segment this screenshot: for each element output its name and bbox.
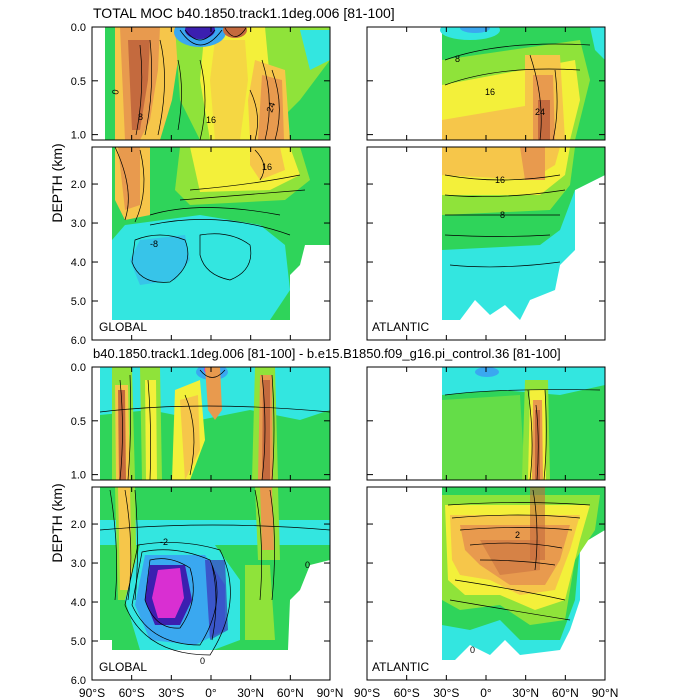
contour-label: 8 bbox=[500, 210, 505, 220]
panel-atlantic-diff: ATLANTIC 2 0 bbox=[366, 366, 606, 681]
panel-global-total-upper-field bbox=[92, 27, 330, 140]
contour-label: 16 bbox=[206, 115, 216, 125]
y-tick-label: 2.0 bbox=[71, 519, 86, 531]
contour-label: -8 bbox=[150, 239, 158, 249]
y-tick-label: 0.0 bbox=[71, 362, 86, 374]
y-axis-label-top: DEPTH (km) bbox=[49, 143, 65, 222]
x-tick-label: 90°S bbox=[354, 686, 380, 700]
x-tick-label: 90°S bbox=[79, 686, 105, 700]
x-tick-label: 60°N bbox=[552, 686, 579, 700]
contour-label: 0 bbox=[470, 645, 475, 655]
contour-label: 0 bbox=[305, 560, 310, 570]
x-tick-label: 30°N bbox=[237, 686, 264, 700]
contour-label: 16 bbox=[495, 175, 505, 185]
panel-global-diff-upper-field bbox=[92, 367, 330, 480]
x-tick-label: 30°N bbox=[512, 686, 539, 700]
x-tick-label: 0° bbox=[480, 686, 492, 700]
y-tick-label: 2.0 bbox=[71, 179, 86, 191]
axis-ticks: 0.0 0.5 1.0 2.0 3.0 4.0 5.0 6.0 0.0 0.5 1.0 2.0 3.0 4… bbox=[71, 22, 619, 700]
panel-atlantic-total-lower-field bbox=[367, 147, 605, 340]
contour-label: 2 bbox=[515, 530, 520, 540]
y-tick-label: 0.5 bbox=[71, 416, 86, 428]
contour-label: 16 bbox=[262, 162, 272, 172]
y-tick-label: 3.0 bbox=[71, 558, 86, 570]
panel-global-diff: GLOBAL 0 0 -2 bbox=[91, 366, 331, 681]
contour-label: 0 bbox=[200, 656, 205, 666]
contour-label: 16 bbox=[485, 87, 495, 97]
y-tick-label: 1.0 bbox=[71, 470, 86, 482]
x-tick-label: 0° bbox=[205, 686, 217, 700]
panel-global-diff-lower-field bbox=[92, 487, 330, 680]
panel-global-total: GLOBAL 0 8 16 24 -8 16 bbox=[91, 26, 331, 341]
x-tick-label: 60°N bbox=[277, 686, 304, 700]
y-tick-label: 4.0 bbox=[71, 257, 86, 269]
contour-label: 8 bbox=[138, 112, 143, 122]
panel-global-total-lower-field bbox=[92, 147, 330, 340]
region-label-atlantic-diff: ATLANTIC bbox=[372, 660, 429, 674]
panel-atlantic-diff-upper-field bbox=[367, 367, 605, 480]
y-tick-label: 0.0 bbox=[71, 22, 86, 34]
y-tick-label: 3.0 bbox=[71, 218, 86, 230]
contour-label: -2 bbox=[160, 537, 168, 547]
x-tick-label: 60°S bbox=[394, 686, 420, 700]
y-tick-label: 0.5 bbox=[71, 76, 86, 88]
contour-label: 24 bbox=[535, 107, 545, 117]
y-tick-label: 5.0 bbox=[71, 636, 86, 648]
x-tick-label: 60°S bbox=[119, 686, 145, 700]
region-label-global-diff: GLOBAL bbox=[99, 660, 147, 674]
region-label-atlantic-total: ATLANTIC bbox=[372, 320, 429, 334]
contour-label: 24 bbox=[264, 101, 277, 114]
x-tick-label: 30°S bbox=[158, 686, 184, 700]
y-tick-label: 5.0 bbox=[71, 296, 86, 308]
bottom-title: b40.1850.track1.1deg.006 [81-100] - b.e1… bbox=[93, 346, 561, 361]
y-tick-label: 6.0 bbox=[71, 335, 86, 347]
contour-label: 8 bbox=[455, 54, 460, 64]
top-title: TOTAL MOC b40.1850.track1.1deg.006 [81-1… bbox=[93, 5, 395, 21]
panel-atlantic-total: ATLANTIC 8 16 24 16 8 bbox=[366, 26, 606, 341]
x-tick-label: 90°N bbox=[592, 686, 619, 700]
y-tick-label: 6.0 bbox=[71, 675, 86, 687]
panel-atlantic-total-upper-field bbox=[367, 27, 605, 140]
region-label-global-total: GLOBAL bbox=[99, 320, 147, 334]
y-tick-label: 4.0 bbox=[71, 597, 86, 609]
y-tick-label: 1.0 bbox=[71, 130, 86, 142]
panel-atlantic-diff-lower-field bbox=[367, 487, 605, 680]
x-tick-label: 30°S bbox=[433, 686, 459, 700]
contour-label: 0 bbox=[110, 89, 121, 96]
x-tick-label: 90°N bbox=[317, 686, 344, 700]
y-axis-label-bottom: DEPTH (km) bbox=[49, 483, 65, 562]
